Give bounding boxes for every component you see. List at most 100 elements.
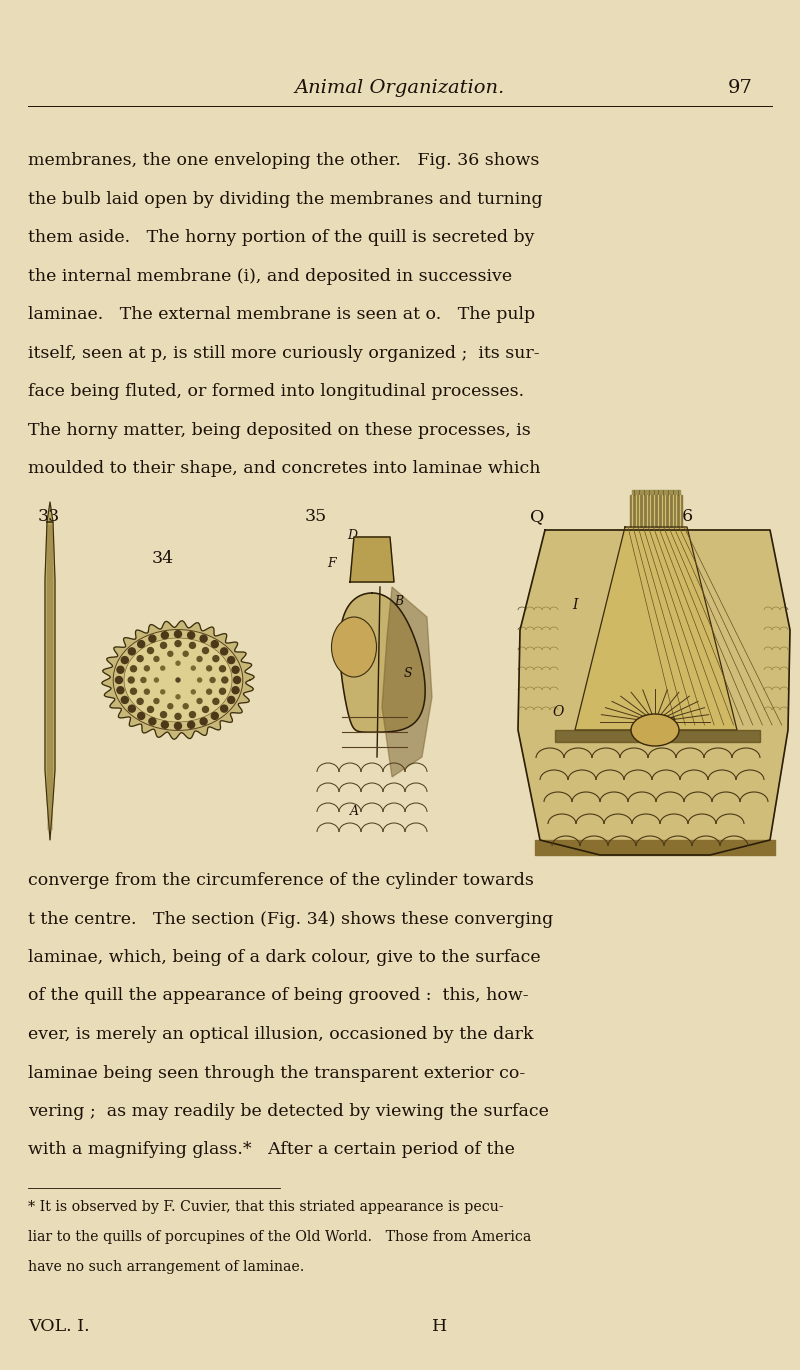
Circle shape (221, 706, 228, 712)
Circle shape (154, 656, 159, 662)
Text: with a magnifying glass.*   After a certain period of the: with a magnifying glass.* After a certai… (28, 1141, 515, 1159)
Polygon shape (47, 501, 53, 522)
Text: laminae.   The external membrane is seen at o.   The pulp: laminae. The external membrane is seen a… (28, 306, 535, 323)
Circle shape (162, 721, 168, 729)
Text: F: F (327, 558, 336, 570)
Circle shape (188, 721, 194, 729)
Circle shape (161, 643, 166, 648)
Polygon shape (632, 490, 680, 495)
Circle shape (161, 690, 165, 693)
Text: D: D (347, 529, 357, 543)
Text: H: H (432, 1318, 448, 1334)
Circle shape (219, 688, 226, 695)
Text: the internal membrane (i), and deposited in successive: the internal membrane (i), and deposited… (28, 267, 512, 285)
Text: Q: Q (530, 508, 544, 525)
Text: laminae, which, being of a dark colour, give to the surface: laminae, which, being of a dark colour, … (28, 949, 541, 966)
Text: face being fluted, or formed into longitudinal processes.: face being fluted, or formed into longit… (28, 384, 524, 400)
Circle shape (130, 666, 137, 671)
Text: ever, is merely an optical illusion, occasioned by the dark: ever, is merely an optical illusion, occ… (28, 1026, 534, 1043)
Circle shape (232, 686, 239, 693)
Circle shape (234, 677, 241, 684)
Circle shape (115, 677, 122, 684)
Polygon shape (518, 530, 790, 855)
Text: moulded to their shape, and concretes into laminae which: moulded to their shape, and concretes in… (28, 460, 541, 477)
Text: membranes, the one enveloping the other.   Fig. 36 shows: membranes, the one enveloping the other.… (28, 152, 539, 169)
Circle shape (222, 677, 228, 684)
Polygon shape (535, 840, 775, 855)
Circle shape (138, 641, 145, 648)
Circle shape (200, 636, 207, 643)
Circle shape (117, 686, 124, 693)
Circle shape (206, 689, 212, 695)
Circle shape (213, 699, 219, 704)
Polygon shape (350, 537, 394, 582)
Text: A: A (350, 806, 359, 818)
Circle shape (183, 651, 188, 656)
Ellipse shape (124, 638, 232, 722)
Circle shape (128, 677, 134, 684)
Circle shape (162, 632, 168, 638)
Circle shape (210, 678, 215, 682)
Polygon shape (555, 730, 760, 743)
Text: P: P (665, 717, 674, 732)
Text: VOL. I.: VOL. I. (28, 1318, 90, 1334)
Text: 34: 34 (152, 549, 174, 567)
Circle shape (197, 656, 202, 662)
Circle shape (147, 707, 154, 712)
Ellipse shape (331, 616, 377, 677)
Text: Animal Organization.: Animal Organization. (295, 79, 505, 97)
Text: 35: 35 (305, 508, 327, 525)
Circle shape (168, 704, 173, 708)
Text: 97: 97 (727, 79, 753, 97)
Polygon shape (45, 522, 55, 840)
Circle shape (161, 711, 166, 718)
Circle shape (117, 666, 124, 673)
Circle shape (190, 643, 195, 648)
Polygon shape (382, 586, 432, 777)
Circle shape (137, 656, 143, 662)
Circle shape (149, 636, 156, 643)
Circle shape (168, 651, 173, 656)
Polygon shape (102, 621, 254, 740)
Circle shape (161, 666, 165, 670)
Ellipse shape (631, 714, 679, 747)
Text: B: B (394, 595, 403, 608)
Text: have no such arrangement of laminae.: have no such arrangement of laminae. (28, 1260, 304, 1274)
Ellipse shape (114, 630, 243, 730)
Circle shape (174, 722, 182, 729)
Circle shape (128, 648, 135, 655)
Circle shape (175, 641, 181, 647)
Circle shape (144, 689, 150, 695)
Circle shape (200, 718, 207, 725)
Circle shape (202, 648, 209, 653)
Circle shape (198, 678, 202, 682)
Circle shape (176, 695, 180, 699)
Text: The horny matter, being deposited on these processes, is: The horny matter, being deposited on the… (28, 422, 530, 438)
Circle shape (206, 666, 212, 671)
Circle shape (188, 632, 194, 638)
Text: 33: 33 (38, 508, 60, 525)
Circle shape (128, 706, 135, 712)
Circle shape (137, 699, 143, 704)
Circle shape (219, 666, 226, 671)
Circle shape (202, 707, 209, 712)
Circle shape (228, 696, 234, 703)
Text: C: C (337, 627, 346, 640)
Text: of the quill the appearance of being grooved :  this, how-: of the quill the appearance of being gro… (28, 988, 529, 1004)
Circle shape (147, 648, 154, 653)
Circle shape (175, 714, 181, 719)
Circle shape (174, 630, 182, 637)
Text: converge from the circumference of the cylinder towards: converge from the circumference of the c… (28, 871, 534, 889)
Text: O: O (552, 706, 563, 719)
Circle shape (213, 656, 219, 662)
Circle shape (191, 666, 195, 670)
Polygon shape (340, 593, 425, 732)
Circle shape (122, 656, 128, 663)
Circle shape (197, 699, 202, 704)
Text: I: I (572, 597, 578, 612)
Circle shape (221, 648, 228, 655)
Text: vering ;  as may readily be detected by viewing the surface: vering ; as may readily be detected by v… (28, 1103, 549, 1121)
Circle shape (191, 690, 195, 693)
Circle shape (211, 712, 218, 719)
Text: liar to the quills of porcupines of the Old World.   Those from America: liar to the quills of porcupines of the … (28, 1230, 531, 1244)
